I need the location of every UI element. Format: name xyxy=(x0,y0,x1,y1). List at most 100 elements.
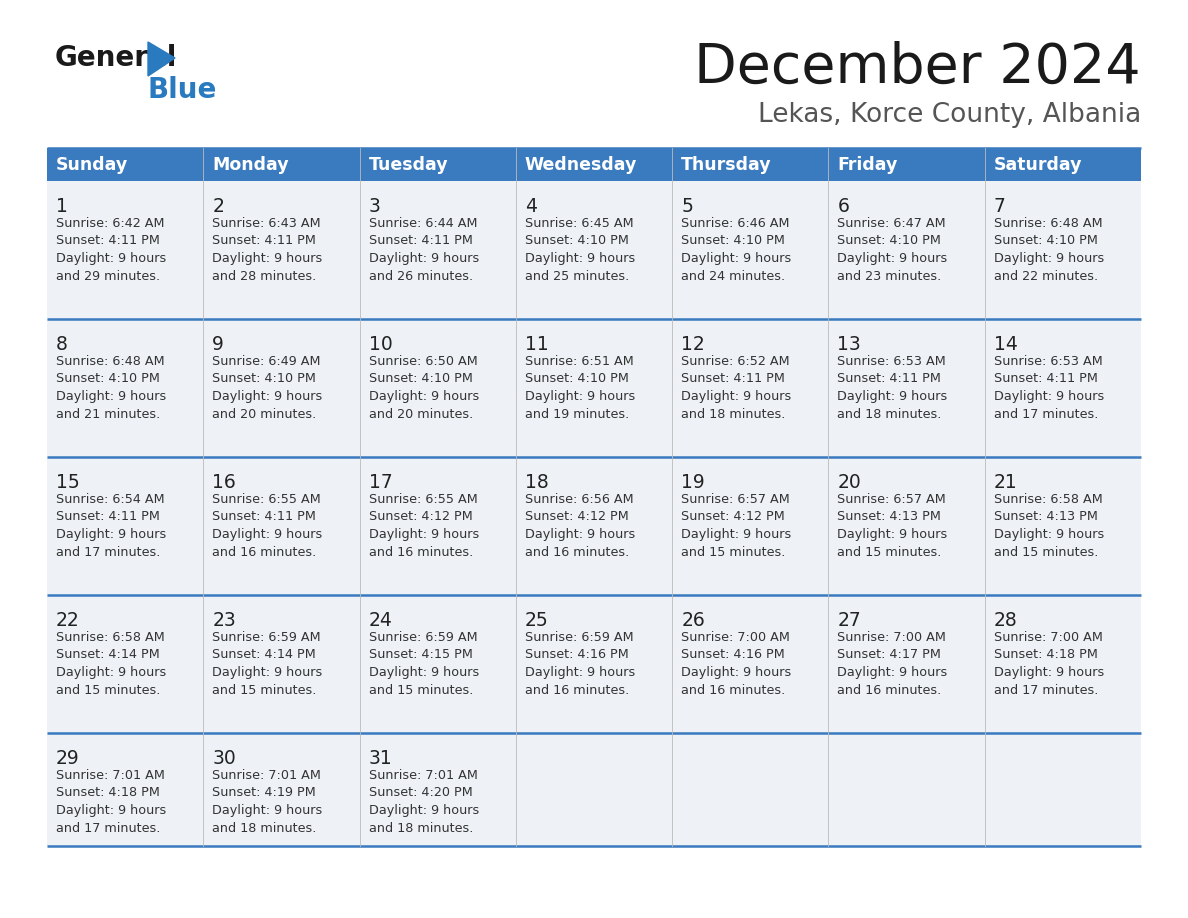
Text: Daylight: 9 hours: Daylight: 9 hours xyxy=(56,390,166,403)
Text: 1: 1 xyxy=(56,197,68,216)
Text: Sunset: 4:11 PM: Sunset: 4:11 PM xyxy=(993,373,1098,386)
Text: Sunrise: 6:48 AM: Sunrise: 6:48 AM xyxy=(993,217,1102,230)
Text: 4: 4 xyxy=(525,197,537,216)
Text: Sunrise: 6:59 AM: Sunrise: 6:59 AM xyxy=(525,631,633,644)
Text: 16: 16 xyxy=(213,473,236,492)
Text: Sunrise: 6:55 AM: Sunrise: 6:55 AM xyxy=(368,493,478,506)
Text: 2: 2 xyxy=(213,197,225,216)
Bar xyxy=(48,148,203,181)
Text: Sunrise: 6:57 AM: Sunrise: 6:57 AM xyxy=(681,493,790,506)
Text: and 20 minutes.: and 20 minutes. xyxy=(368,408,473,420)
Text: and 28 minutes.: and 28 minutes. xyxy=(213,270,316,283)
Text: 30: 30 xyxy=(213,749,236,768)
Text: and 16 minutes.: and 16 minutes. xyxy=(681,684,785,697)
Text: 19: 19 xyxy=(681,473,704,492)
Text: Sunrise: 6:59 AM: Sunrise: 6:59 AM xyxy=(368,631,478,644)
Text: 21: 21 xyxy=(993,473,1017,492)
Text: 14: 14 xyxy=(993,335,1018,354)
Text: Daylight: 9 hours: Daylight: 9 hours xyxy=(56,252,166,265)
Text: Sunset: 4:11 PM: Sunset: 4:11 PM xyxy=(368,234,473,248)
Text: and 15 minutes.: and 15 minutes. xyxy=(368,684,473,697)
Text: Daylight: 9 hours: Daylight: 9 hours xyxy=(213,528,322,541)
Text: and 17 minutes.: and 17 minutes. xyxy=(993,684,1098,697)
Text: Sunset: 4:13 PM: Sunset: 4:13 PM xyxy=(838,510,941,523)
Text: and 24 minutes.: and 24 minutes. xyxy=(681,270,785,283)
Text: and 22 minutes.: and 22 minutes. xyxy=(993,270,1098,283)
Text: 17: 17 xyxy=(368,473,392,492)
Text: Sunrise: 6:58 AM: Sunrise: 6:58 AM xyxy=(56,631,165,644)
Text: and 26 minutes.: and 26 minutes. xyxy=(368,270,473,283)
Text: 13: 13 xyxy=(838,335,861,354)
Text: Sunset: 4:10 PM: Sunset: 4:10 PM xyxy=(213,373,316,386)
Text: and 16 minutes.: and 16 minutes. xyxy=(525,545,630,558)
Text: Daylight: 9 hours: Daylight: 9 hours xyxy=(213,804,322,817)
Text: 25: 25 xyxy=(525,611,549,630)
Text: Sunday: Sunday xyxy=(56,155,128,174)
Text: and 25 minutes.: and 25 minutes. xyxy=(525,270,630,283)
Text: and 15 minutes.: and 15 minutes. xyxy=(838,545,942,558)
Text: and 16 minutes.: and 16 minutes. xyxy=(213,545,316,558)
Text: Sunset: 4:11 PM: Sunset: 4:11 PM xyxy=(56,510,160,523)
Text: Sunset: 4:14 PM: Sunset: 4:14 PM xyxy=(56,648,159,662)
Text: Daylight: 9 hours: Daylight: 9 hours xyxy=(681,666,791,679)
Text: Daylight: 9 hours: Daylight: 9 hours xyxy=(993,528,1104,541)
Text: Sunrise: 6:48 AM: Sunrise: 6:48 AM xyxy=(56,355,165,368)
Text: Daylight: 9 hours: Daylight: 9 hours xyxy=(993,390,1104,403)
Text: Sunrise: 6:44 AM: Sunrise: 6:44 AM xyxy=(368,217,478,230)
Text: Daylight: 9 hours: Daylight: 9 hours xyxy=(838,666,948,679)
Text: 23: 23 xyxy=(213,611,236,630)
Text: and 17 minutes.: and 17 minutes. xyxy=(56,545,160,558)
Text: Daylight: 9 hours: Daylight: 9 hours xyxy=(525,390,636,403)
Text: and 15 minutes.: and 15 minutes. xyxy=(993,545,1098,558)
Text: Sunset: 4:12 PM: Sunset: 4:12 PM xyxy=(681,510,785,523)
Text: Thursday: Thursday xyxy=(681,155,772,174)
Polygon shape xyxy=(148,42,175,76)
Text: 31: 31 xyxy=(368,749,392,768)
Text: Sunrise: 7:01 AM: Sunrise: 7:01 AM xyxy=(56,769,165,782)
Bar xyxy=(828,148,985,181)
Bar xyxy=(516,148,672,181)
Text: Sunrise: 6:54 AM: Sunrise: 6:54 AM xyxy=(56,493,165,506)
Text: Sunset: 4:11 PM: Sunset: 4:11 PM xyxy=(838,373,941,386)
Text: Blue: Blue xyxy=(148,76,217,104)
Bar xyxy=(48,457,1140,595)
Text: 6: 6 xyxy=(838,197,849,216)
Text: Saturday: Saturday xyxy=(993,155,1082,174)
Text: Daylight: 9 hours: Daylight: 9 hours xyxy=(525,252,636,265)
Text: 5: 5 xyxy=(681,197,693,216)
Text: Sunrise: 7:01 AM: Sunrise: 7:01 AM xyxy=(368,769,478,782)
Text: Sunrise: 6:56 AM: Sunrise: 6:56 AM xyxy=(525,493,633,506)
Text: and 15 minutes.: and 15 minutes. xyxy=(213,684,317,697)
Text: 3: 3 xyxy=(368,197,380,216)
Text: Sunrise: 6:45 AM: Sunrise: 6:45 AM xyxy=(525,217,633,230)
Text: Sunrise: 6:55 AM: Sunrise: 6:55 AM xyxy=(213,493,321,506)
Text: Daylight: 9 hours: Daylight: 9 hours xyxy=(681,528,791,541)
Text: Daylight: 9 hours: Daylight: 9 hours xyxy=(993,666,1104,679)
Text: Daylight: 9 hours: Daylight: 9 hours xyxy=(368,252,479,265)
Text: Sunset: 4:11 PM: Sunset: 4:11 PM xyxy=(213,234,316,248)
Text: and 19 minutes.: and 19 minutes. xyxy=(525,408,630,420)
Text: and 16 minutes.: and 16 minutes. xyxy=(368,545,473,558)
Text: Sunrise: 7:00 AM: Sunrise: 7:00 AM xyxy=(993,631,1102,644)
Text: and 23 minutes.: and 23 minutes. xyxy=(838,270,942,283)
Text: Sunset: 4:10 PM: Sunset: 4:10 PM xyxy=(838,234,941,248)
Text: Daylight: 9 hours: Daylight: 9 hours xyxy=(993,252,1104,265)
Text: Daylight: 9 hours: Daylight: 9 hours xyxy=(525,666,636,679)
Text: 12: 12 xyxy=(681,335,704,354)
Text: Daylight: 9 hours: Daylight: 9 hours xyxy=(525,528,636,541)
Text: 28: 28 xyxy=(993,611,1017,630)
Text: Sunrise: 6:57 AM: Sunrise: 6:57 AM xyxy=(838,493,946,506)
Text: and 18 minutes.: and 18 minutes. xyxy=(838,408,942,420)
Text: Sunrise: 6:43 AM: Sunrise: 6:43 AM xyxy=(213,217,321,230)
Text: Sunset: 4:13 PM: Sunset: 4:13 PM xyxy=(993,510,1098,523)
Text: Sunset: 4:14 PM: Sunset: 4:14 PM xyxy=(213,648,316,662)
Text: Daylight: 9 hours: Daylight: 9 hours xyxy=(213,666,322,679)
Bar xyxy=(360,148,516,181)
Text: Sunset: 4:10 PM: Sunset: 4:10 PM xyxy=(56,373,160,386)
Text: Daylight: 9 hours: Daylight: 9 hours xyxy=(838,528,948,541)
Text: and 18 minutes.: and 18 minutes. xyxy=(681,408,785,420)
Text: Tuesday: Tuesday xyxy=(368,155,448,174)
Text: Daylight: 9 hours: Daylight: 9 hours xyxy=(368,528,479,541)
Text: 18: 18 xyxy=(525,473,549,492)
Text: Daylight: 9 hours: Daylight: 9 hours xyxy=(213,252,322,265)
